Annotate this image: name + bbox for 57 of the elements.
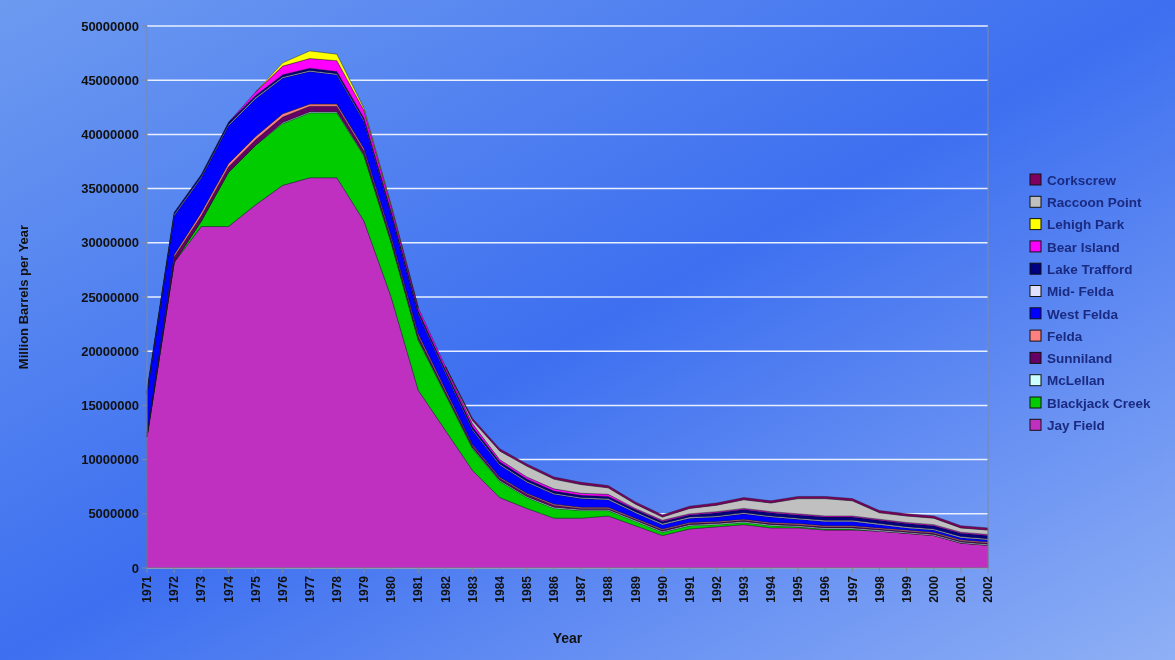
x-tick-label: 1974 xyxy=(221,575,236,603)
x-tick-label: 1998 xyxy=(872,575,887,603)
legend-label: West Felda xyxy=(1047,306,1119,322)
x-tick-label: 1985 xyxy=(520,575,535,603)
x-tick-label: 1996 xyxy=(818,575,833,603)
x-tick-label: 1993 xyxy=(737,575,752,603)
x-tick-label: 2000 xyxy=(926,575,941,603)
x-tick-label: 1978 xyxy=(330,575,345,603)
legend-label: Mid- Felda xyxy=(1047,284,1115,300)
x-tick-label: 1995 xyxy=(791,575,806,603)
x-tick-label: 1976 xyxy=(275,575,290,603)
x-tick-label: 1979 xyxy=(357,575,372,603)
x-tick-label: 1994 xyxy=(764,575,779,603)
x-tick-label: 1999 xyxy=(899,575,914,603)
x-tick-label: 1992 xyxy=(709,575,724,603)
x-tick-label: 1997 xyxy=(845,575,860,603)
y-tick-label: 45000000 xyxy=(81,72,139,88)
y-tick-label: 15000000 xyxy=(81,397,139,413)
x-tick-label: 1971 xyxy=(140,575,155,603)
x-tick-label: 2002 xyxy=(981,575,996,603)
y-tick-label: 30000000 xyxy=(81,235,139,251)
legend-label: Raccoon Point xyxy=(1047,195,1143,211)
x-tick-label: 1977 xyxy=(302,575,317,603)
x-tick-label: 1986 xyxy=(547,575,562,603)
x-tick-label: 1972 xyxy=(167,575,182,603)
x-tick-label: 1973 xyxy=(194,575,209,603)
x-tick-label: 1988 xyxy=(601,575,616,603)
x-tick-label: 2001 xyxy=(954,575,969,603)
y-axis-title: Million Barrels per Year xyxy=(16,224,31,370)
y-tick-label: 0 xyxy=(131,560,139,576)
y-tick-label: 25000000 xyxy=(81,289,139,305)
x-tick-label: 1991 xyxy=(682,575,697,603)
legend-label: Felda xyxy=(1047,328,1083,344)
x-tick-label: 1987 xyxy=(574,575,589,603)
x-tick-label: 1990 xyxy=(655,575,670,603)
x-tick-label: 1982 xyxy=(438,575,453,603)
y-tick-label: 50000000 xyxy=(81,18,139,34)
x-tick-label: 1980 xyxy=(384,575,399,603)
y-tick-label: 10000000 xyxy=(81,452,139,468)
legend-label: McLellan xyxy=(1047,373,1105,389)
legend-label: Sunniland xyxy=(1047,351,1113,367)
legend-label: Corkscrew xyxy=(1047,172,1117,188)
y-tick-label: 5000000 xyxy=(88,506,139,522)
x-tick-label: 1975 xyxy=(248,575,263,603)
legend-label: Lehigh Park xyxy=(1047,217,1125,233)
x-axis-title: Year xyxy=(552,630,583,646)
legend-label: Lake Trafford xyxy=(1047,261,1133,277)
y-tick-label: 35000000 xyxy=(81,181,139,197)
x-tick-label: 1984 xyxy=(492,575,507,603)
x-tick-label: 1989 xyxy=(628,575,643,603)
x-tick-label: 1981 xyxy=(411,575,426,603)
y-tick-label: 40000000 xyxy=(81,126,139,142)
x-tick-label: 1983 xyxy=(465,575,480,603)
legend-label: Blackjack Creek xyxy=(1047,395,1152,411)
y-tick-label: 20000000 xyxy=(81,343,139,359)
legend-label: Bear Island xyxy=(1047,239,1120,255)
legend-label: Jay Field xyxy=(1047,418,1105,434)
